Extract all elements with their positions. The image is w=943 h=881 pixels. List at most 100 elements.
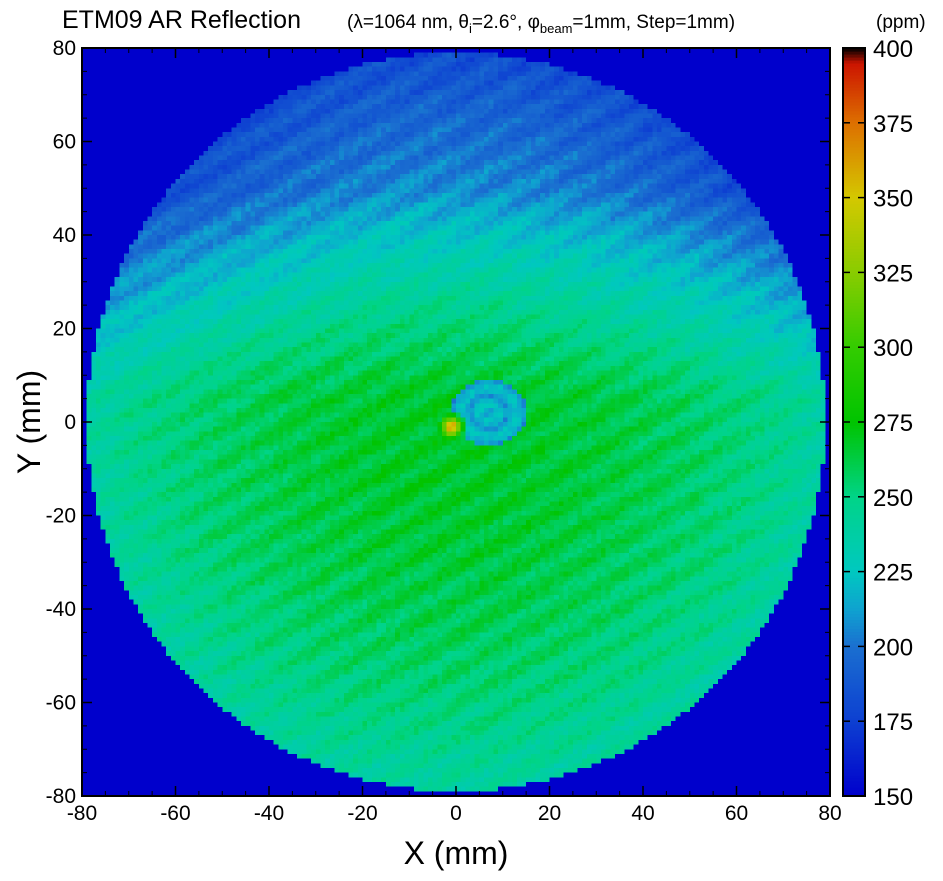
colorbar-band — [843, 149, 865, 154]
colorbar-band — [843, 383, 865, 387]
colorbar-band — [843, 427, 865, 432]
colorbar-band — [843, 281, 865, 285]
colorbar-band — [843, 320, 865, 324]
colorbar-band — [843, 556, 865, 561]
colorbar-band — [843, 302, 865, 306]
colorbar-band — [843, 622, 865, 627]
colorbar-band — [843, 541, 865, 546]
colorbar-band — [843, 502, 865, 507]
colorbar-band — [843, 338, 865, 342]
colorbar-band — [843, 667, 865, 671]
colorbar-band — [843, 772, 865, 776]
colorbar-band — [843, 760, 865, 764]
colorbar-band — [843, 679, 865, 683]
colorbar-band — [843, 179, 865, 184]
colorbar-band — [843, 481, 865, 486]
colorbar-band — [843, 350, 865, 354]
colorbar-band — [843, 688, 865, 692]
colorbar-band — [843, 640, 865, 645]
colorbar-band — [843, 601, 865, 606]
colorbar-band — [843, 314, 865, 318]
colorbar-band — [843, 275, 865, 279]
colorbar-band — [843, 787, 865, 791]
colorbar-band — [843, 676, 865, 680]
colorbar-band — [843, 332, 865, 336]
colorbar-band — [843, 254, 865, 259]
colorbar-band — [843, 475, 865, 480]
x-axis-ticks: -80 -60 -40 -20 0 20 40 60 80 — [67, 48, 842, 825]
colorbar-band — [843, 206, 865, 211]
colorbar-band — [843, 53, 865, 58]
colorbar-band — [843, 185, 865, 190]
colorbar-band — [843, 718, 865, 722]
colorbar-band — [843, 356, 865, 360]
colorbar-band — [843, 643, 865, 647]
colorbar-band — [843, 580, 865, 585]
colorbar-band — [843, 445, 865, 450]
colorbar-band — [843, 215, 865, 220]
colorbar-band — [843, 164, 865, 169]
colorbar-band — [843, 649, 865, 653]
colorbar-band — [843, 191, 865, 196]
colorbar-band — [843, 380, 865, 384]
colorbar-band — [843, 48, 865, 52]
colorbar-tick-label: 225 — [873, 560, 913, 587]
colorbar-band — [843, 323, 865, 327]
colorbar-band — [843, 535, 865, 540]
colorbar-tick-label: 175 — [873, 709, 913, 736]
heatmap-image — [82, 48, 830, 796]
colorbar-band — [843, 98, 865, 103]
colorbar-band — [843, 182, 865, 187]
colorbar-band — [843, 299, 865, 303]
colorbar-band — [843, 451, 865, 456]
colorbar-band — [843, 272, 865, 276]
colorbar-band — [843, 691, 865, 695]
colorbar-band — [843, 631, 865, 636]
colorbar-band — [843, 59, 865, 64]
colorbar-band — [843, 368, 865, 372]
colorbar-band — [843, 514, 865, 519]
colorbar-band — [843, 616, 865, 621]
colorbar-band — [843, 598, 865, 603]
colorbar-band — [843, 508, 865, 513]
colorbar-tick-label: 375 — [873, 111, 913, 138]
x-tick-label: 20 — [538, 802, 561, 825]
colorbar-band — [843, 487, 865, 492]
colorbar-band — [843, 131, 865, 136]
colorbar-band — [843, 544, 865, 549]
colorbar-band — [843, 682, 865, 686]
colorbar-band — [843, 236, 865, 241]
chart-title: ETM09 AR Reflection — [62, 6, 301, 34]
colorbar-band — [843, 736, 865, 740]
colorbar-band — [843, 550, 865, 555]
colorbar-band — [843, 763, 865, 767]
colorbar-band — [843, 532, 865, 537]
colorbar-band — [843, 553, 865, 558]
colorbar-band — [843, 547, 865, 552]
colorbar-band — [843, 242, 865, 247]
colorbar-band — [843, 230, 865, 235]
colorbar-band — [843, 499, 865, 504]
colorbar-band — [843, 344, 865, 348]
colorbar-band — [843, 116, 865, 121]
colorbar-band — [843, 568, 865, 573]
colorbar-band — [843, 146, 865, 151]
colorbar-band — [843, 463, 865, 468]
colorbar-band — [843, 424, 865, 429]
x-axis-title: X (mm) — [404, 835, 509, 871]
colorbar-band — [843, 727, 865, 731]
colorbar-band — [843, 221, 865, 226]
colorbar-band — [843, 419, 865, 423]
colorbar-band — [843, 664, 865, 668]
colorbar-band — [843, 329, 865, 333]
x-tick-label: 0 — [450, 802, 462, 825]
colorbar-band — [843, 287, 865, 291]
colorbar-band — [843, 305, 865, 309]
colorbar-unit: (ppm) — [876, 12, 926, 33]
colorbar-band — [843, 778, 865, 782]
colorbar-gradient — [843, 48, 865, 797]
colorbar-band — [843, 493, 865, 498]
colorbar-band — [843, 694, 865, 698]
colorbar-band — [843, 769, 865, 773]
colorbar-band — [843, 523, 865, 528]
